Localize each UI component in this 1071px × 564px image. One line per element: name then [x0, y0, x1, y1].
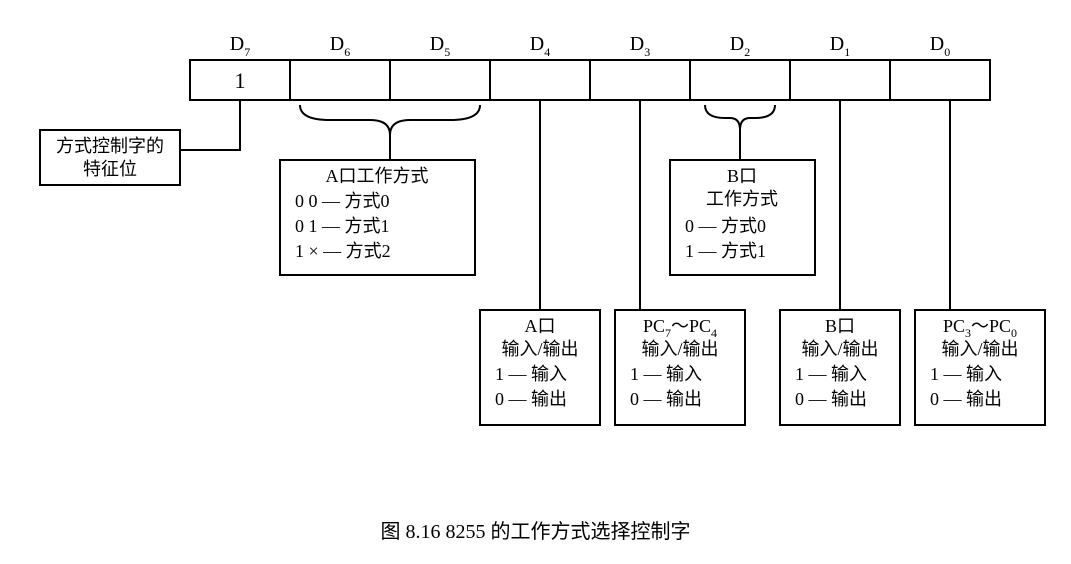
- svg-text:1 — 方式1: 1 — 方式1: [685, 241, 766, 261]
- pc-high-box: PC7～PC4 输入/输出 1 — 输入 0 — 输出: [615, 310, 745, 425]
- pc-low-box: PC3～PC0 输入/输出 1 — 输入 0 — 输出: [915, 310, 1045, 425]
- svg-text:0 1 — 方式1: 0 1 — 方式1: [295, 216, 390, 236]
- svg-text:方式控制字的: 方式控制字的: [56, 136, 164, 156]
- svg-text:0 — 输出: 0 — 输出: [630, 389, 702, 409]
- svg-text:D6: D6: [330, 33, 350, 59]
- svg-text:D4: D4: [530, 33, 550, 59]
- svg-text:D1: D1: [830, 33, 850, 59]
- cell-d7-value: 1: [235, 68, 246, 93]
- svg-text:0 — 输出: 0 — 输出: [795, 389, 867, 409]
- b-mode-box: B口 工作方式 0 — 方式0 1 — 方式1: [670, 160, 815, 275]
- svg-text:输入/输出: 输入/输出: [641, 339, 718, 359]
- a-mode-box: A口工作方式 0 0 — 方式0 0 1 — 方式1 1 × — 方式2: [280, 160, 475, 275]
- b-io-box: B口 输入/输出 1 — 输入 0 — 输出: [780, 310, 900, 425]
- svg-text:D3: D3: [630, 33, 650, 59]
- flag-box: 方式控制字的 特征位: [40, 130, 180, 185]
- svg-text:0 — 方式0: 0 — 方式0: [685, 216, 766, 236]
- svg-text:B口: B口: [727, 166, 757, 186]
- svg-text:1 — 输入: 1 — 输入: [495, 364, 567, 384]
- svg-text:A口: A口: [525, 316, 556, 336]
- svg-text:1 × — 方式2: 1 × — 方式2: [295, 241, 391, 261]
- brace-d2: [705, 105, 775, 160]
- a-io-box: A口 输入/输出 1 — 输入 0 — 输出: [480, 310, 600, 425]
- svg-text:输入/输出: 输入/输出: [801, 339, 878, 359]
- svg-text:B口: B口: [825, 316, 855, 336]
- figure-caption: 图 8.16 8255 的工作方式选择控制字: [20, 515, 1051, 544]
- svg-text:1 — 输入: 1 — 输入: [795, 364, 867, 384]
- svg-text:输入/输出: 输入/输出: [501, 339, 578, 359]
- svg-text:特征位: 特征位: [83, 159, 137, 179]
- svg-text:0 — 输出: 0 — 输出: [495, 389, 567, 409]
- svg-text:D2: D2: [730, 33, 750, 59]
- conn-d7-flag: [180, 100, 240, 150]
- brace-d6-d5: [300, 105, 480, 160]
- svg-text:1 — 输入: 1 — 输入: [930, 364, 1002, 384]
- svg-text:1 — 输入: 1 — 输入: [630, 364, 702, 384]
- svg-text:输入/输出: 输入/输出: [941, 339, 1018, 359]
- svg-text:工作方式: 工作方式: [706, 189, 778, 209]
- svg-text:D5: D5: [430, 33, 450, 59]
- svg-text:A口工作方式: A口工作方式: [326, 166, 429, 186]
- register-cells: [190, 60, 990, 100]
- svg-text:D0: D0: [930, 33, 950, 59]
- svg-text:0 0 — 方式0: 0 0 — 方式0: [295, 191, 390, 211]
- svg-text:0 — 输出: 0 — 输出: [930, 389, 1002, 409]
- control-word-diagram: D7 D6 D5 D4 D3 D2 D1 D0 1 方式控制字的 特征位 A口工…: [20, 20, 1071, 500]
- bit-labels: D7 D6 D5 D4 D3 D2 D1 D0: [230, 33, 950, 59]
- svg-text:D7: D7: [230, 33, 250, 59]
